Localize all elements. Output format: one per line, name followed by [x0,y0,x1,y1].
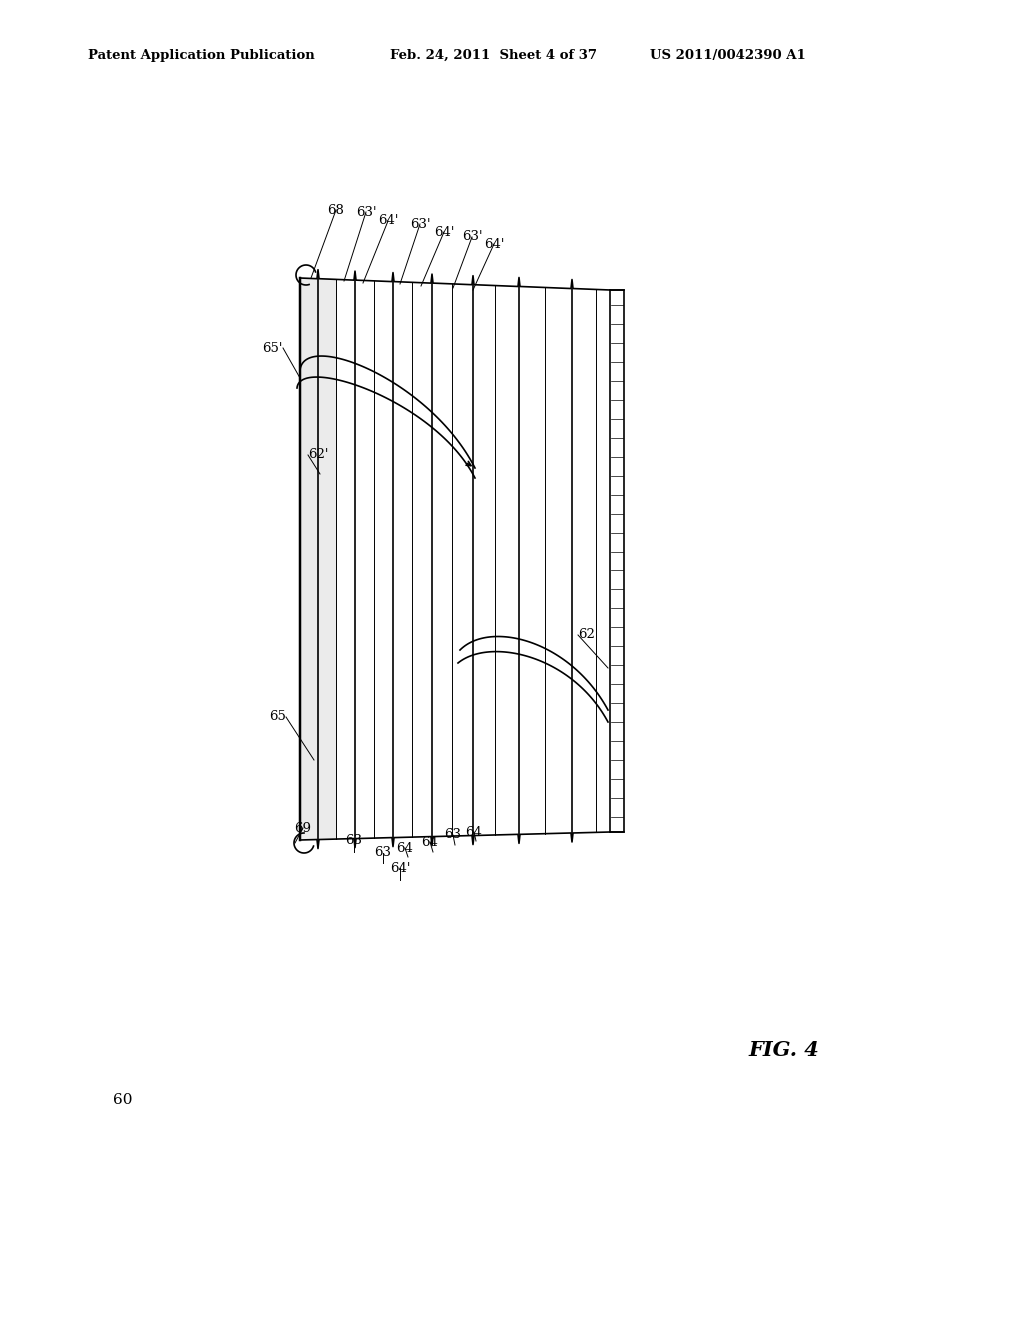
Text: 65: 65 [269,710,286,723]
Text: 64': 64' [390,862,411,874]
Text: 64': 64' [483,238,504,251]
Text: 63: 63 [345,833,362,846]
Text: 63: 63 [375,846,391,859]
Text: 63: 63 [444,829,462,842]
Text: Patent Application Publication: Patent Application Publication [88,49,314,62]
Bar [610,290,624,832]
Text: 63': 63' [462,231,482,243]
Text: 63': 63' [410,218,430,231]
Text: 64': 64' [378,214,398,227]
Text: 63': 63' [355,206,376,219]
Text: Feb. 24, 2011  Sheet 4 of 37: Feb. 24, 2011 Sheet 4 of 37 [390,49,597,62]
Text: 64: 64 [466,825,482,838]
Text: 69: 69 [295,821,311,834]
Text: 62: 62 [578,628,595,642]
Text: FIG. 4: FIG. 4 [748,1040,819,1060]
Polygon shape [300,279,336,840]
Text: 64: 64 [396,842,414,854]
Text: 68: 68 [328,203,344,216]
Text: US 2011/0042390 A1: US 2011/0042390 A1 [650,49,806,62]
Text: 65': 65' [262,342,283,355]
Text: 60: 60 [113,1093,132,1107]
Text: 64: 64 [422,836,438,849]
Text: 64': 64' [434,226,455,239]
Text: 62': 62' [308,449,329,462]
